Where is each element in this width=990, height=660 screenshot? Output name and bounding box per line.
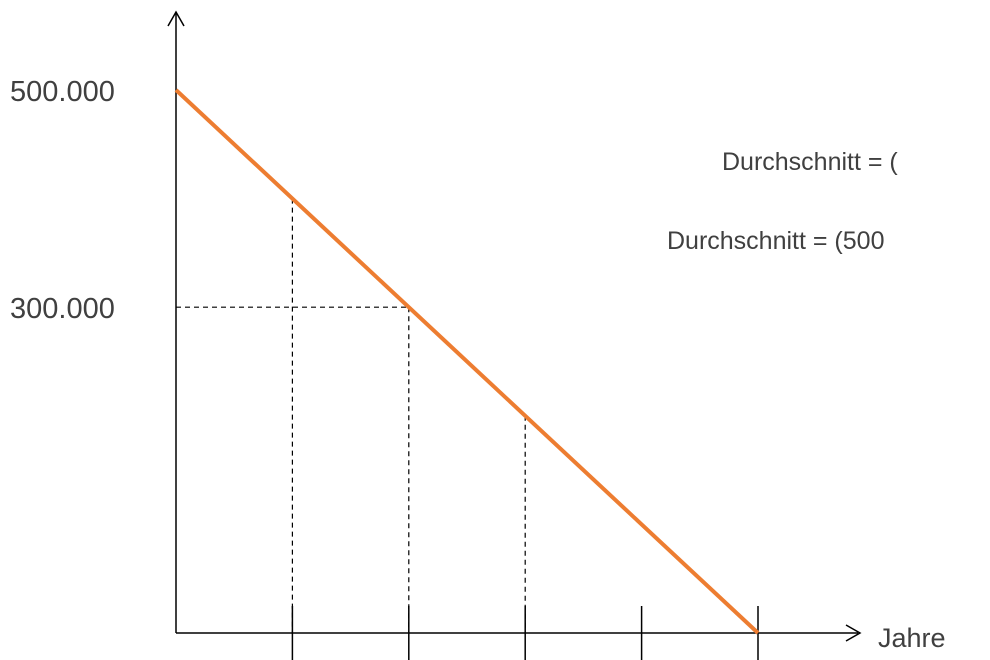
reference-lines <box>176 198 526 633</box>
annotation-average-formula-1: Durchschnitt = ( <box>722 148 898 176</box>
y-tick-label-1: 300.000 <box>10 293 115 325</box>
series-lines <box>174 88 760 635</box>
annotation-average-formula-2: Durchschnitt = (500 <box>667 227 884 255</box>
x-axis-title: Jahre <box>878 623 946 653</box>
axes <box>167 10 862 660</box>
y-axis-arrow-icon <box>167 10 185 27</box>
annotation-group: Durchschnitt = ( Durchschnitt = (500 <box>667 148 898 255</box>
y-tick-label-0: 500.000 <box>10 76 115 108</box>
axis-labels: Jahre 500.000 300.000 <box>10 76 946 653</box>
series-line-0 <box>174 88 760 635</box>
x-axis-arrow-icon <box>845 624 862 642</box>
